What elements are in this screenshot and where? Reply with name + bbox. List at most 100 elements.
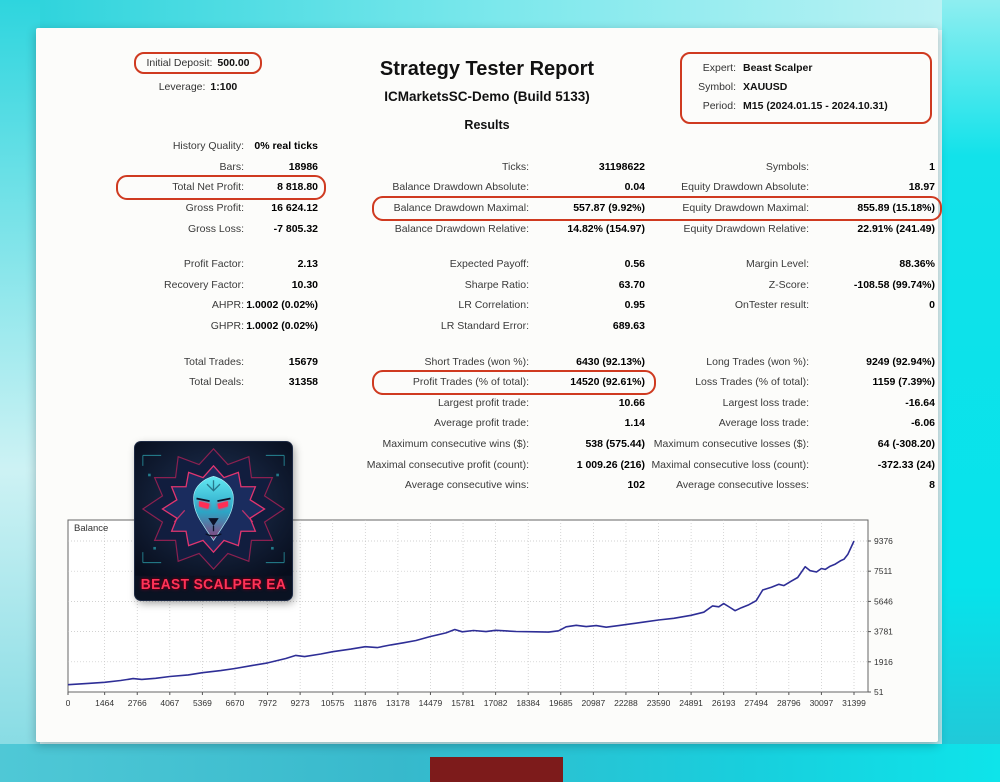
x-tick-label: 18384 — [516, 698, 540, 708]
stat-label: Maximum consecutive wins ($): — [382, 438, 529, 451]
stat-label: Largest profit trade: — [437, 396, 529, 409]
chart-series-label: Balance — [74, 523, 108, 534]
stat-value: 10.66 — [618, 396, 645, 409]
stat-value: -7 805.32 — [273, 222, 318, 235]
stat-label: Balance Drawdown Absolute: — [392, 181, 529, 194]
stat-value: 31198622 — [598, 160, 645, 173]
stats-row: Total Deals: 31358 Profit Trades (% of tot… — [66, 369, 935, 395]
logo-title: BEAST SCALPER EA — [140, 577, 287, 593]
stat-label: Total Deals: — [189, 376, 244, 389]
x-tick-label: 5369 — [193, 698, 212, 708]
stat-value: 1.14 — [624, 417, 645, 430]
stat-label: Profit Factor: — [183, 258, 244, 271]
stat-value: 0 — [929, 299, 935, 312]
stat-value: -16.64 — [905, 396, 935, 409]
stats-row: Maximal consecutive profit (count): 1 009… — [66, 454, 935, 475]
stat-value: 63.70 — [618, 278, 645, 291]
y-tick-label: 7511 — [874, 566, 893, 576]
stat-value: 15679 — [288, 355, 318, 368]
stat-label: Average profit trade: — [434, 417, 529, 430]
leverage-label: Leverage: — [158, 81, 206, 93]
stat-label: Long Trades (won %): — [706, 355, 809, 368]
stat-label: Loss Trades (% of total): — [695, 376, 809, 389]
initial-deposit-annotation: Initial Deposit: 500.00 — [134, 52, 262, 74]
stats-row: GHPR: 1.0002 (0.02%) LR Standard Error: 689… — [66, 316, 935, 337]
x-tick-label: 9273 — [291, 698, 310, 708]
symbol-label: Symbol: — [698, 81, 736, 93]
stat-label: Ticks: — [501, 160, 529, 173]
stat-value: 10.30 — [291, 278, 318, 291]
stats-row: Gross Loss: -7 805.32 Balance Drawdown Rel… — [66, 218, 935, 239]
x-tick-label: 30097 — [810, 698, 834, 708]
stat-label: Maximal consecutive profit (count): — [366, 458, 529, 471]
stat-value: 16 624.12 — [271, 202, 318, 215]
background-band-bottom — [0, 744, 1000, 782]
stat-value: 1 009.26 (216) — [576, 458, 645, 471]
x-tick-label: 14479 — [419, 698, 443, 708]
stats-row: Maximum consecutive wins ($): 538 (575.44… — [66, 434, 935, 455]
bottom-red-bar — [430, 757, 563, 782]
stat-label: Average consecutive wins: — [404, 479, 529, 492]
y-tick-label: 3781 — [874, 627, 893, 637]
leverage-value: 1:100 — [210, 81, 238, 93]
stat-value: 2.13 — [297, 258, 318, 271]
initial-deposit-value: 500.00 — [217, 57, 250, 69]
stats-row: Largest profit trade: 10.66 Largest loss t… — [66, 393, 935, 414]
x-tick-label: 28796 — [777, 698, 801, 708]
stats-spacer-row — [66, 336, 935, 351]
stat-value: 14520 (92.61%) — [570, 376, 645, 389]
x-tick-label: 10575 — [321, 698, 345, 708]
stat-label: Sharpe Ratio: — [464, 278, 529, 291]
stats-row: Average consecutive wins: 102 Average cons… — [66, 475, 935, 496]
stats-row: Profit Factor: 2.13 Expected Payoff: 0.56 Ma… — [66, 254, 935, 275]
stat-value: 0.56 — [624, 258, 645, 271]
x-tick-label: 31399 — [842, 698, 866, 708]
stat-label: Total Net Profit: — [172, 181, 244, 194]
stat-value: 689.63 — [612, 320, 645, 333]
stat-value: 1.0002 (0.02%) — [246, 320, 318, 333]
report-page: Initial Deposit: 500.00 Leverage: 1:100 St… — [36, 28, 942, 742]
stat-value: 557.87 (9.92%) — [573, 202, 645, 215]
x-tick-label: 26193 — [712, 698, 736, 708]
stat-label: OnTester result: — [734, 299, 809, 312]
stat-label: Equity Drawdown Relative: — [683, 222, 809, 235]
balance-line — [67, 540, 855, 686]
stat-label: Profit Trades (% of total): — [412, 376, 529, 389]
stat-value: 1.0002 (0.02%) — [246, 299, 318, 312]
stats-row: History Quality: 0% real ticks — [66, 136, 935, 157]
stat-value: -6.06 — [911, 417, 935, 430]
stat-label: Largest loss trade: — [722, 396, 809, 409]
stat-value: 8 818.80 — [277, 181, 318, 194]
stat-label: GHPR: — [210, 320, 244, 333]
background-band-right — [942, 0, 1000, 782]
title-block: Strategy Tester Report ICMarketsSC-Demo … — [296, 58, 678, 132]
stat-label: Balance Drawdown Maximal: — [393, 202, 529, 215]
expert-label: Expert: — [702, 62, 736, 74]
stats-row: Average profit trade: 1.14 Average loss tr… — [66, 413, 935, 434]
stat-label: Recovery Factor: — [164, 278, 244, 291]
stat-value: 855.89 (15.18%) — [857, 202, 935, 215]
x-tick-label: 19685 — [549, 698, 573, 708]
x-tick-label: 22288 — [614, 698, 638, 708]
x-tick-label: 7972 — [258, 698, 277, 708]
x-tick-label: 20987 — [582, 698, 606, 708]
period-label: Period: — [702, 100, 736, 112]
x-tick-label: 4067 — [160, 698, 179, 708]
stat-label: Maximum consecutive losses ($): — [653, 438, 809, 451]
page-title: Strategy Tester Report — [379, 58, 595, 80]
results-section-title: Results — [464, 118, 510, 132]
symbol-value: XAUUSD — [743, 81, 788, 93]
stat-label: Average loss trade: — [718, 417, 809, 430]
background-band-top — [0, 0, 1000, 30]
stat-value: 102 — [627, 479, 645, 492]
stat-value: 22.91% (241.49) — [857, 222, 935, 235]
stat-label: Gross Profit: — [185, 202, 244, 215]
stat-label: Gross Loss: — [187, 222, 244, 235]
stats-row: Total Net Profit: 8 818.80 Balance Drawdow… — [66, 175, 935, 201]
stat-value: -108.58 (99.74%) — [853, 278, 935, 291]
x-tick-label: 1464 — [95, 698, 114, 708]
stats-spacer-row — [66, 239, 935, 254]
stat-label: Short Trades (won %): — [424, 355, 529, 368]
x-tick-label: 23590 — [647, 698, 671, 708]
x-tick-label: 0 — [66, 698, 71, 708]
